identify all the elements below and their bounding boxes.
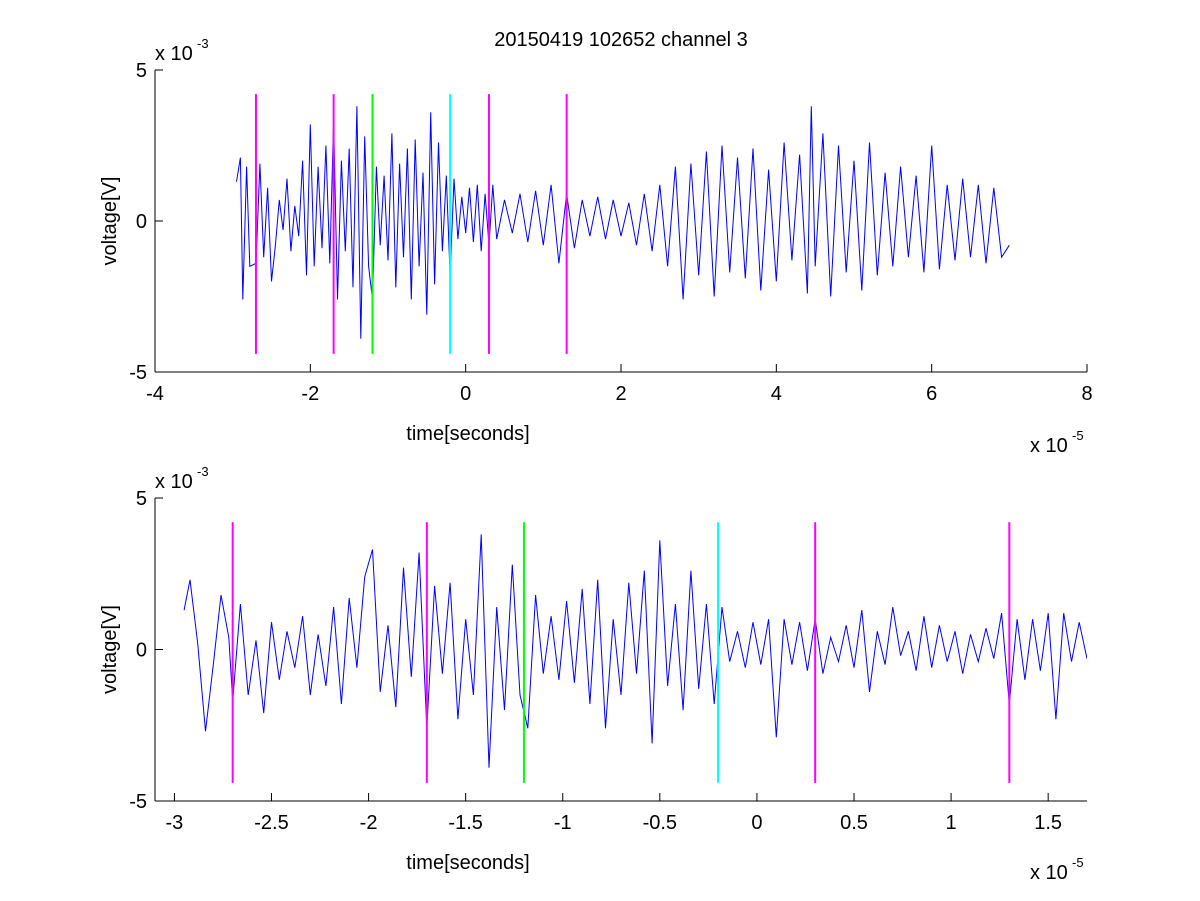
- plot1-x-tick-label: 8: [1081, 383, 1092, 405]
- plot2-y-tick-label: 5: [136, 488, 147, 510]
- plot2-x-tick-label: 0.5: [840, 812, 868, 834]
- plot2-x-axis-label: time[seconds]: [406, 852, 529, 874]
- plot1-y-axis-label: voltage[V]: [99, 177, 121, 266]
- plot1-y-exponent: -3: [197, 36, 209, 51]
- plot2-x-tick-label: 1.5: [1034, 812, 1062, 834]
- plot2-x-tick-label: -2: [360, 812, 378, 834]
- plot1-x-exponent: -5: [1072, 428, 1084, 443]
- plot2-x-exponent-label: x 10: [1030, 862, 1068, 884]
- plot2-y-exponent-label: x 10: [155, 471, 193, 493]
- plot1-x-tick-label: 2: [615, 383, 626, 405]
- plot1-x-tick-label: 4: [771, 383, 782, 405]
- plot1-series-line: [236, 106, 1010, 339]
- plot2-x-tick-label: 0: [751, 812, 762, 834]
- plot1-y-exponent-label: x 10: [155, 43, 193, 65]
- plot2-y-axis-label: voltage[V]: [99, 605, 121, 694]
- plot1-x-tick-label: -4: [146, 383, 164, 405]
- plot1-y-tick-label: 5: [136, 60, 147, 82]
- plot1-x-tick-label: -2: [301, 383, 319, 405]
- plot2-y-tick-label: -5: [129, 791, 147, 813]
- plot2-y-exponent: -3: [197, 464, 209, 479]
- plot1-title: 20150419 102652 channel 3: [494, 29, 748, 51]
- plot2-x-exponent: -5: [1072, 855, 1084, 870]
- plot2-x-tick-label: -3: [166, 812, 184, 834]
- plot2-x-tick-label: -1: [554, 812, 572, 834]
- plot2-x-tick-label: -2.5: [254, 812, 288, 834]
- plot2-x-tick-label: -1.5: [448, 812, 482, 834]
- plot2-x-tick-label: 1: [946, 812, 957, 834]
- plot1-y-tick-label: -5: [129, 362, 147, 384]
- plot2-series-line: [183, 534, 1087, 768]
- plot2-x-tick-label: -0.5: [643, 812, 677, 834]
- plot1-x-tick-label: 0: [460, 383, 471, 405]
- plot1-x-tick-label: 6: [926, 383, 937, 405]
- plot1-x-exponent-label: x 10: [1030, 435, 1068, 457]
- plot1-x-axis-label: time[seconds]: [406, 423, 529, 445]
- plot2-y-tick-label: 0: [136, 640, 147, 662]
- plot1-y-tick-label: 0: [136, 211, 147, 233]
